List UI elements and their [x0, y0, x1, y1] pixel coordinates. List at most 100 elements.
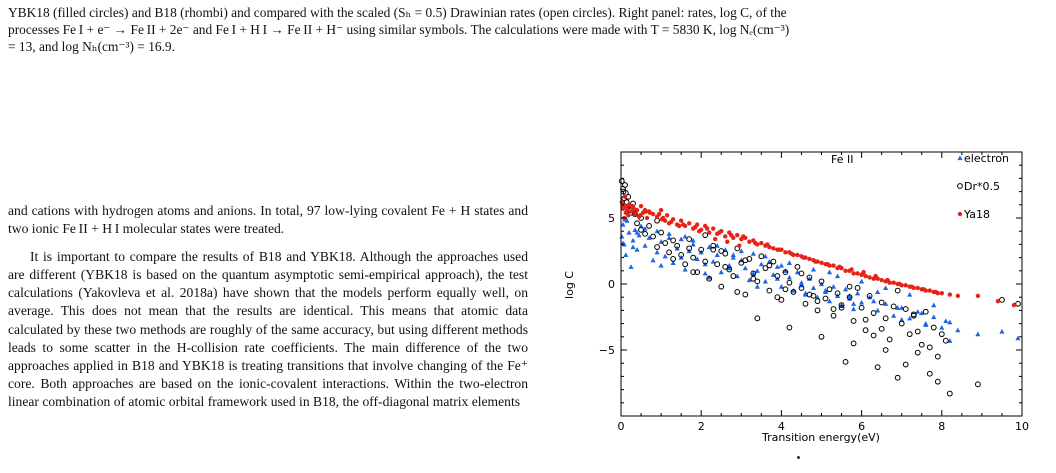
point-electron [810, 285, 817, 291]
point-electron [658, 262, 664, 268]
point-electron [786, 260, 793, 265]
point-ya18 [678, 218, 684, 223]
point-dr-0-5 [914, 328, 921, 335]
point-ya18 [891, 280, 896, 285]
point-dr-0-5 [894, 374, 901, 381]
point-dr-0-5 [622, 182, 628, 188]
point-ya18 [622, 194, 628, 200]
point-dr-0-5 [778, 296, 785, 303]
point-electron [730, 252, 736, 258]
point-ya18 [855, 271, 860, 276]
point-dr-0-5 [702, 258, 709, 265]
point-electron [746, 277, 752, 283]
point-ya18 [759, 240, 764, 246]
x-tick-label: 2 [698, 420, 705, 433]
axis-ticks: 0 2 4 6 8 10 5 0 −5 [599, 152, 1029, 433]
point-electron [778, 262, 784, 268]
point-dr-0-5 [866, 292, 873, 299]
point-electron [650, 257, 656, 263]
point-electron [931, 302, 937, 308]
point-dr-0-5 [718, 248, 725, 254]
point-ya18 [717, 230, 722, 235]
point-ya18 [771, 246, 776, 251]
legend-dr-0-5-marker [957, 183, 963, 189]
point-dr-0-5 [790, 289, 797, 295]
point-dr-0-5 [838, 302, 845, 309]
point-electron [750, 270, 756, 276]
point-ya18 [939, 291, 944, 296]
point-dr-0-5 [910, 311, 917, 318]
point-dr-0-5 [632, 211, 638, 217]
point-dr-0-5 [678, 252, 685, 258]
point-dr-0-5 [814, 307, 821, 314]
point-dr-0-5 [670, 237, 677, 244]
point-dr-0-5 [1015, 300, 1021, 307]
point-electron [666, 235, 672, 240]
x-tick-label: 10 [1015, 420, 1029, 433]
point-dr-0-5 [674, 242, 681, 249]
point-ya18 [638, 203, 644, 209]
point-ya18 [807, 256, 812, 262]
point-electron [822, 288, 829, 293]
point-ya18 [897, 281, 902, 287]
point-electron [754, 284, 760, 289]
point-electron [999, 328, 1005, 334]
point-ya18 [903, 283, 908, 288]
point-dr-0-5 [654, 244, 660, 250]
point-dr-0-5 [786, 279, 793, 286]
point-dr-0-5 [890, 303, 897, 310]
point-electron [619, 233, 625, 239]
point-dr-0-5 [722, 263, 729, 270]
point-dr-0-5 [686, 245, 693, 252]
point-dr-0-5 [758, 253, 765, 260]
point-electron [939, 324, 945, 330]
point-dr-0-5 [750, 275, 757, 282]
point-ya18 [737, 243, 742, 248]
point-dr-0-5 [862, 327, 869, 334]
point-dr-0-5 [638, 226, 644, 233]
point-dr-0-5 [902, 306, 909, 312]
point-ya18 [873, 273, 878, 279]
point-dr-0-5 [942, 337, 949, 344]
point-dr-0-5 [742, 257, 749, 264]
point-electron [678, 236, 684, 242]
point-ya18 [630, 203, 635, 209]
point-ya18 [765, 242, 770, 247]
point-electron [859, 299, 865, 305]
point-ya18 [819, 260, 824, 266]
point-electron [690, 237, 696, 243]
legend-ya18-label: Ya18 [963, 208, 990, 221]
point-electron [690, 241, 696, 247]
point-ya18 [707, 230, 712, 235]
point-ya18 [955, 293, 961, 299]
point-electron [931, 314, 937, 320]
point-ya18 [825, 262, 830, 267]
point-dr-0-5 [850, 318, 857, 324]
point-electron [786, 274, 793, 280]
point-electron [778, 284, 784, 289]
point-electron [642, 243, 648, 248]
point-ya18 [909, 284, 914, 289]
chart-annotation: Fe II [831, 153, 853, 166]
point-electron [702, 270, 708, 276]
point-ya18 [628, 209, 634, 214]
point-dr-0-5 [666, 249, 673, 256]
point-dr-0-5 [946, 390, 953, 397]
point-dr-0-5 [718, 283, 725, 290]
legend-dr-0-5-label: Dr*0.5 [964, 180, 1000, 193]
point-ya18 [711, 226, 716, 231]
point-ya18 [668, 219, 674, 225]
point-dr-0-5 [878, 299, 885, 306]
point-electron [630, 244, 636, 250]
point-electron [754, 268, 760, 273]
point-electron [814, 294, 821, 300]
point-dr-0-5 [650, 233, 656, 240]
point-electron [943, 318, 949, 324]
point-dr-0-5 [690, 254, 697, 261]
point-ya18 [658, 207, 664, 213]
point-dr-0-5 [858, 304, 865, 311]
x-tick-label: 0 [618, 420, 625, 433]
point-electron [638, 223, 644, 228]
point-dr-0-5 [690, 269, 697, 276]
